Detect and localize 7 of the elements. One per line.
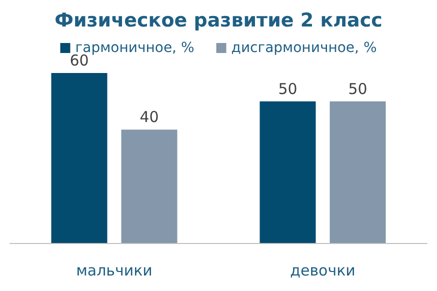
- data-label: 50: [348, 80, 368, 98]
- legend-label: дисгармоничное, %: [231, 40, 377, 56]
- data-label: 40: [140, 108, 159, 126]
- x-tick-label: мальчики: [76, 262, 152, 280]
- chart-title: Физическое развитие 2 класс: [54, 10, 382, 32]
- x-tick-label: девочки: [290, 262, 356, 280]
- data-label: 50: [278, 80, 298, 98]
